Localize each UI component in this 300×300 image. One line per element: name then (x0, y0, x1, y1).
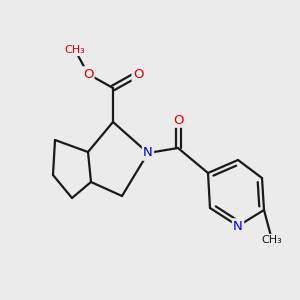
Text: N: N (233, 220, 243, 232)
Text: O: O (83, 68, 93, 80)
Text: O: O (173, 113, 183, 127)
Text: CH₃: CH₃ (64, 45, 86, 55)
Text: CH₃: CH₃ (262, 235, 282, 245)
Text: O: O (133, 68, 143, 80)
Text: N: N (143, 146, 153, 160)
